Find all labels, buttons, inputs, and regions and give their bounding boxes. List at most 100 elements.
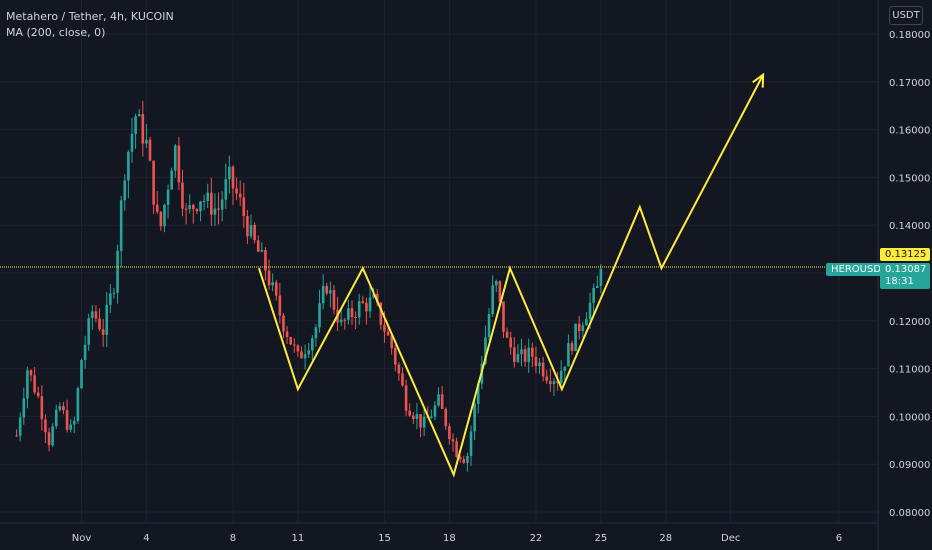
candle-body — [15, 435, 18, 437]
candle-body — [574, 323, 577, 351]
candle-body — [379, 302, 383, 325]
candle-body — [278, 295, 282, 316]
candle-body — [419, 414, 422, 428]
candle-body — [332, 290, 336, 310]
time-tick-label: 15 — [378, 533, 391, 544]
candle-body — [271, 282, 274, 286]
candle-body — [26, 370, 29, 399]
candle-body — [29, 370, 33, 376]
candle-body — [76, 388, 80, 422]
candle-body — [339, 319, 343, 323]
candle-body — [33, 375, 36, 393]
last-price-tag: 0.13087 18:31 — [880, 263, 930, 289]
candle-body — [137, 114, 141, 117]
indicator-label[interactable]: MA (200, close, 0) — [6, 26, 106, 39]
candle-body — [213, 208, 217, 215]
candle-body — [148, 139, 152, 161]
candle-body — [69, 424, 72, 430]
candle-body — [130, 133, 134, 152]
pattern-drawing[interactable] — [257, 72, 765, 478]
candle-body — [170, 170, 173, 190]
candle-body — [599, 268, 603, 286]
currency-unit-button[interactable]: USDT — [889, 6, 923, 25]
candle-body — [556, 381, 559, 383]
candle-body — [549, 380, 552, 385]
candle-body — [401, 373, 404, 386]
candle-body — [217, 208, 220, 210]
candle-body — [577, 323, 581, 332]
candle-body — [361, 301, 365, 303]
arrow-head — [752, 72, 765, 88]
grid-lines — [0, 0, 878, 523]
candle-body — [242, 197, 246, 217]
candle-body — [303, 354, 307, 359]
time-tick-label: 6 — [836, 533, 842, 544]
candle-body — [350, 308, 354, 317]
candle-body — [83, 344, 87, 360]
candle-body — [228, 166, 231, 180]
last-price-value: 0.13087 — [885, 264, 927, 275]
candle-body — [466, 455, 469, 463]
price-tick-label: 0.15000 — [889, 173, 930, 184]
candle-body — [451, 439, 455, 442]
candle-body — [545, 376, 549, 381]
candle-body — [458, 456, 462, 460]
time-tick-label: 18 — [443, 533, 456, 544]
candle-body — [292, 344, 296, 346]
candle-body — [347, 308, 350, 320]
candle-body — [238, 193, 242, 198]
candle-body — [264, 249, 267, 271]
candle-body — [40, 396, 44, 420]
candle-body — [116, 250, 119, 293]
candle-body — [249, 224, 253, 237]
candle-body — [552, 381, 556, 385]
candle-body — [440, 394, 444, 409]
candle-body — [224, 179, 228, 200]
candle-body — [588, 302, 592, 320]
candle-body — [159, 211, 163, 227]
candle-body — [513, 347, 516, 362]
candle-body — [523, 349, 527, 362]
price-tick-label: 0.16000 — [889, 126, 930, 137]
candle-body — [404, 385, 408, 411]
candle-body — [231, 166, 235, 189]
candle-body — [393, 348, 397, 365]
candle-body — [318, 303, 321, 328]
price-tick-label: 0.09000 — [889, 460, 930, 471]
candle-body — [58, 406, 62, 410]
candle-body — [256, 240, 260, 252]
time-tick-label: 11 — [292, 533, 305, 544]
candle-body — [155, 204, 159, 212]
candle-body — [163, 204, 166, 227]
time-axis[interactable]: Nov 4 8 11 15 18 22 25 28 Dec 6 — [72, 533, 842, 544]
candle-body — [386, 331, 390, 336]
candle-body — [109, 293, 112, 305]
time-tick-label: 28 — [659, 533, 672, 544]
candle-body — [505, 331, 509, 338]
time-tick-label: 25 — [594, 533, 607, 544]
candle-body — [36, 392, 40, 397]
candle-body — [62, 406, 65, 411]
candle-body — [173, 145, 177, 171]
candle-body — [307, 350, 311, 355]
candle-body — [22, 398, 26, 418]
symbol-title[interactable]: Metahero / Tether, 4h, KUCOIN — [6, 10, 174, 23]
candle-body — [422, 416, 426, 428]
candle-body — [433, 405, 437, 417]
price-tick-label: 0.14000 — [889, 221, 930, 232]
candle-body — [527, 347, 531, 362]
pattern-line[interactable] — [257, 74, 765, 478]
price-tick-label: 0.08000 — [889, 508, 930, 519]
candle-body — [473, 403, 476, 432]
candle-body — [412, 415, 415, 420]
candle-body — [559, 370, 563, 383]
candle-body — [354, 316, 357, 318]
candle-body — [112, 292, 116, 294]
candle-body — [325, 285, 329, 294]
candle-body — [282, 315, 285, 332]
candle-body — [390, 335, 393, 349]
candle-body — [448, 426, 451, 440]
candle-body — [491, 285, 494, 314]
